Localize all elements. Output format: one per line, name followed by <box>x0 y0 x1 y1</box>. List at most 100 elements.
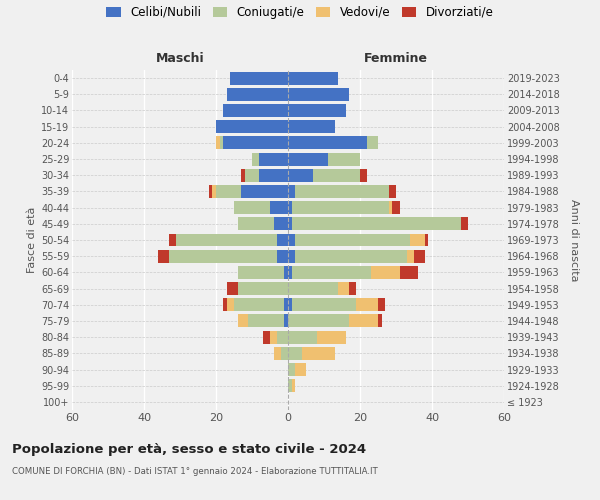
Bar <box>288 298 292 311</box>
Bar <box>277 234 288 246</box>
Bar <box>302 347 335 360</box>
Bar <box>288 379 292 392</box>
Bar <box>288 330 317 344</box>
Bar <box>288 104 346 117</box>
Bar <box>216 120 288 133</box>
Bar <box>259 169 288 181</box>
Bar <box>176 234 277 246</box>
Y-axis label: Fasce di età: Fasce di età <box>26 207 37 273</box>
Bar <box>295 185 389 198</box>
Bar <box>349 282 356 295</box>
Bar <box>288 152 328 166</box>
Bar <box>212 185 216 198</box>
Bar <box>292 379 295 392</box>
Bar <box>292 298 356 311</box>
Bar <box>288 250 295 262</box>
Bar <box>356 298 378 311</box>
Bar <box>270 201 288 214</box>
Bar <box>288 185 295 198</box>
Bar <box>295 363 306 376</box>
Bar <box>169 234 176 246</box>
Bar <box>295 250 407 262</box>
Bar <box>252 152 259 166</box>
Bar <box>328 152 360 166</box>
Bar <box>284 314 288 328</box>
Bar <box>317 330 346 344</box>
Bar <box>288 169 313 181</box>
Bar <box>169 250 277 262</box>
Bar <box>349 314 378 328</box>
Bar <box>238 218 274 230</box>
Bar <box>274 218 288 230</box>
Bar <box>248 314 284 328</box>
Bar <box>234 298 284 311</box>
Bar <box>295 234 410 246</box>
Bar <box>389 201 392 214</box>
Bar <box>245 169 259 181</box>
Bar <box>284 266 288 279</box>
Bar <box>313 169 360 181</box>
Bar <box>292 266 371 279</box>
Bar <box>263 330 270 344</box>
Bar <box>288 266 292 279</box>
Bar <box>389 185 396 198</box>
Bar <box>241 185 288 198</box>
Bar <box>407 250 414 262</box>
Bar <box>284 298 288 311</box>
Bar <box>277 250 288 262</box>
Bar <box>288 120 335 133</box>
Bar <box>371 266 400 279</box>
Bar <box>288 282 338 295</box>
Text: Popolazione per età, sesso e stato civile - 2024: Popolazione per età, sesso e stato civil… <box>12 442 366 456</box>
Bar <box>227 88 288 101</box>
Bar <box>292 218 461 230</box>
Bar <box>461 218 468 230</box>
Bar <box>288 136 367 149</box>
Bar <box>216 185 241 198</box>
Bar <box>392 201 400 214</box>
Bar <box>227 298 234 311</box>
Bar <box>241 169 245 181</box>
Bar <box>259 152 288 166</box>
Bar <box>230 72 288 85</box>
Bar <box>223 298 227 311</box>
Bar <box>238 266 284 279</box>
Bar <box>238 314 248 328</box>
Bar <box>274 347 281 360</box>
Bar <box>425 234 428 246</box>
Y-axis label: Anni di nascita: Anni di nascita <box>569 198 579 281</box>
Bar <box>288 218 292 230</box>
Text: Maschi: Maschi <box>155 52 205 65</box>
Bar <box>158 250 169 262</box>
Bar <box>367 136 378 149</box>
Bar <box>360 169 367 181</box>
Bar <box>277 330 288 344</box>
Bar <box>216 136 220 149</box>
Bar <box>281 347 288 360</box>
Bar <box>234 201 270 214</box>
Bar <box>227 282 238 295</box>
Bar <box>410 234 425 246</box>
Bar <box>270 330 277 344</box>
Bar <box>400 266 418 279</box>
Bar <box>378 298 385 311</box>
Text: COMUNE DI FORCHIA (BN) - Dati ISTAT 1° gennaio 2024 - Elaborazione TUTTITALIA.IT: COMUNE DI FORCHIA (BN) - Dati ISTAT 1° g… <box>12 468 378 476</box>
Bar <box>288 314 349 328</box>
Bar <box>223 136 288 149</box>
Bar <box>209 185 212 198</box>
Bar <box>238 282 288 295</box>
Bar <box>288 72 338 85</box>
Bar <box>288 201 292 214</box>
Bar <box>338 282 349 295</box>
Bar <box>223 104 288 117</box>
Bar <box>220 136 223 149</box>
Bar <box>378 314 382 328</box>
Bar <box>288 363 295 376</box>
Legend: Celibi/Nubili, Coniugati/e, Vedovi/e, Divorziati/e: Celibi/Nubili, Coniugati/e, Vedovi/e, Di… <box>106 6 494 19</box>
Bar <box>288 88 349 101</box>
Bar <box>292 201 389 214</box>
Bar <box>414 250 425 262</box>
Bar <box>288 234 295 246</box>
Bar <box>288 347 302 360</box>
Text: Femmine: Femmine <box>364 52 428 65</box>
